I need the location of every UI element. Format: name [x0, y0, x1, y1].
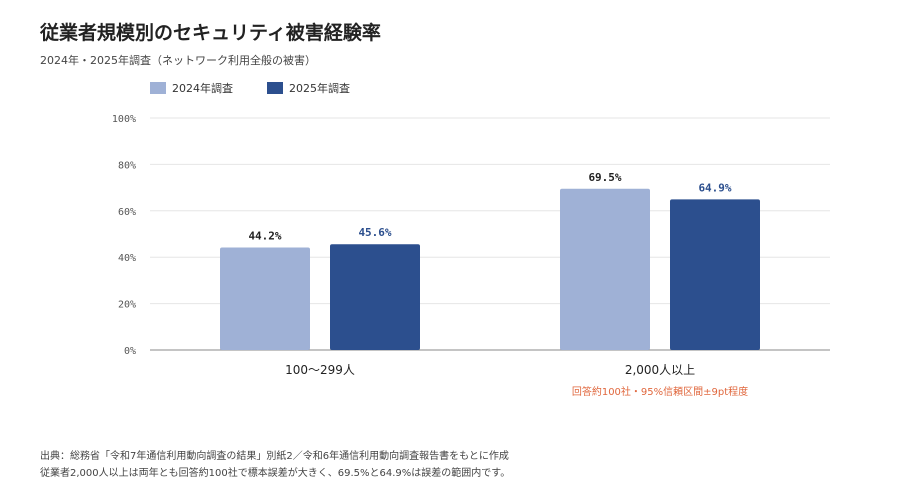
data-label: 69.5% — [588, 171, 621, 184]
y-tick-label: 100% — [112, 114, 136, 125]
legend-label-2025: 2025年調査 — [289, 82, 350, 95]
data-label: 45.6% — [358, 226, 391, 239]
bar — [330, 244, 420, 350]
y-tick-label: 20% — [118, 300, 136, 311]
y-tick-label: 0% — [124, 346, 136, 357]
y-tick-label: 40% — [118, 253, 136, 264]
sampling-note: 従業者2,000人以上は両年とも回答約100社で標本誤差が大きく、69.5%と6… — [40, 468, 511, 479]
data-label: 64.9% — [698, 181, 731, 194]
bar — [220, 247, 310, 350]
legend-swatch-2024 — [150, 82, 166, 94]
source-note: 出典：総務省「令和7年通信利用動向調査の結果」別紙2／令和6年通信利用動向調査報… — [40, 451, 509, 462]
x-tick-label: 100〜299人 — [285, 363, 355, 377]
data-label: 44.2% — [248, 229, 281, 242]
chart-subtitle: 2024年・2025年調査（ネットワーク利用全般の被害） — [40, 54, 316, 67]
legend-item-2025: 2025年調査 — [267, 80, 350, 96]
legend-item-2024: 2024年調査 — [150, 80, 233, 96]
legend: 2024年調査 2025年調査 — [150, 80, 384, 96]
bar — [670, 199, 760, 350]
chart-title: 従業者規模別のセキュリティ被害経験率 — [40, 22, 381, 44]
annotation-label: 回答約100社・95%信頼区間±9pt程度 — [572, 385, 748, 398]
bar — [560, 188, 650, 350]
legend-label-2024: 2024年調査 — [172, 82, 233, 95]
x-tick-label: 2,000人以上 — [625, 363, 695, 377]
legend-swatch-2025 — [267, 82, 283, 94]
y-tick-label: 60% — [118, 207, 136, 218]
y-tick-label: 80% — [118, 160, 136, 171]
